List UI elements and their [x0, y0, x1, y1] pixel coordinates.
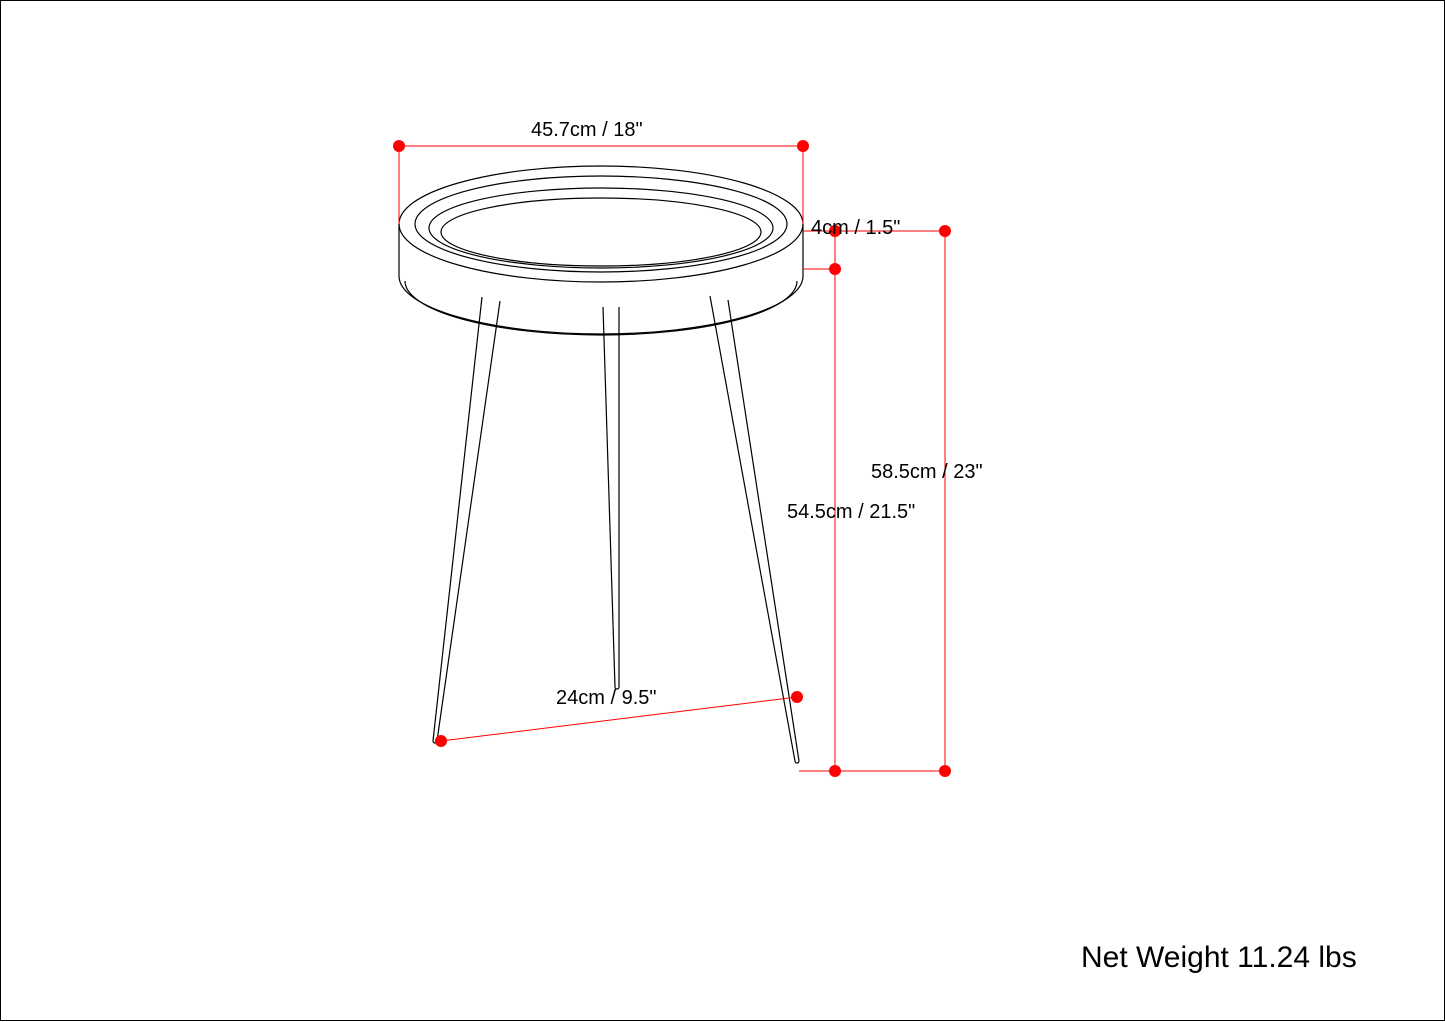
technical-drawing-svg [1, 1, 1445, 1022]
dim-label-rim: 4cm / 1.5" [811, 217, 900, 240]
dim-label-leg-spread: 24cm / 9.5" [556, 687, 656, 710]
table-outline [399, 166, 803, 763]
net-weight-label: Net Weight 11.24 lbs [1081, 941, 1357, 975]
dim-label-total-height: 58.5cm / 23" [871, 461, 983, 484]
diagram-canvas: 45.7cm / 18" 4cm / 1.5" 54.5cm / 21.5" 5… [0, 0, 1445, 1021]
dim-label-width: 45.7cm / 18" [531, 119, 643, 142]
dim-label-leg-height: 54.5cm / 21.5" [787, 501, 915, 524]
